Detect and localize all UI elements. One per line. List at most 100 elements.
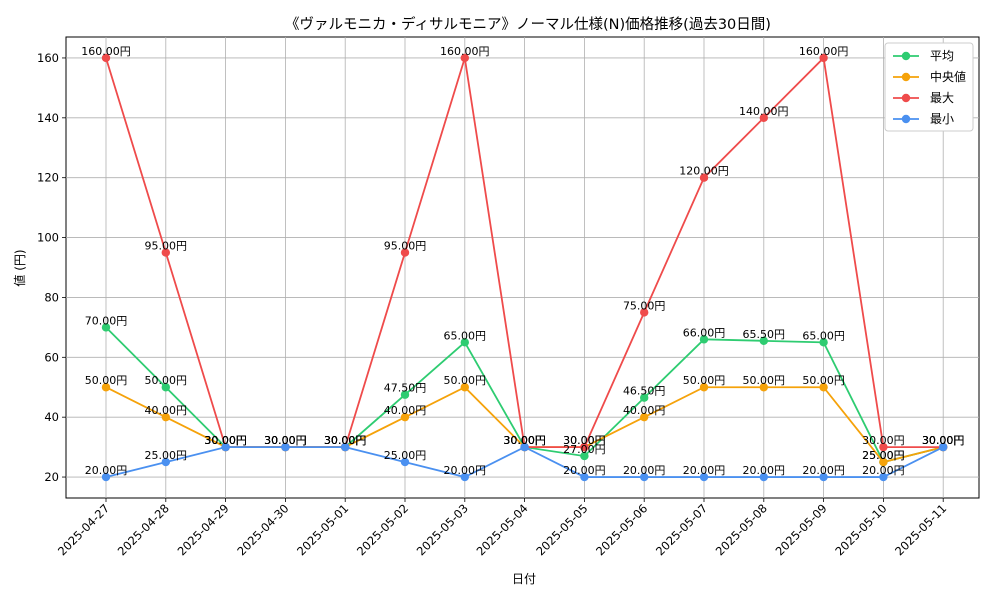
data-point: [101, 472, 111, 482]
data-point: [759, 113, 768, 123]
x-tick-label: 2025-05-08: [713, 501, 770, 558]
x-tick-label: 2025-05-09: [773, 501, 830, 558]
data-label: 30.00円: [324, 434, 367, 447]
data-label: 30.00円: [503, 434, 546, 447]
legend-label: 中央値: [930, 69, 966, 84]
y-tick-label: 80: [44, 290, 59, 304]
data-label: 25.00円: [384, 449, 427, 462]
y-tick-label: 100: [37, 231, 59, 245]
data-label: 30.00円: [563, 434, 606, 447]
data-label: 20.00円: [444, 464, 487, 477]
data-point: [460, 53, 469, 63]
x-tick-label: 2025-04-27: [55, 501, 112, 558]
data-label: 75.00円: [623, 299, 666, 312]
data-point: [400, 390, 410, 399]
data-label: 50.00円: [683, 374, 726, 387]
x-tick-label: 2025-05-02: [354, 501, 411, 558]
data-label: 70.00円: [85, 314, 128, 327]
data-point: [879, 457, 888, 467]
y-axis-label: 値 (円): [12, 249, 27, 286]
data-label: 27.00円: [563, 443, 606, 456]
data-label: 30.00円: [324, 434, 367, 447]
data-point: [819, 53, 828, 63]
data-point: [699, 472, 709, 482]
legend-marker: [901, 93, 911, 103]
x-tick-label: 2025-05-04: [474, 501, 531, 558]
y-tick-label: 160: [37, 51, 59, 65]
data-point: [699, 383, 709, 392]
data-label: 95.00円: [384, 240, 427, 253]
x-tick-label: 2025-04-29: [175, 501, 232, 558]
data-label: 30.00円: [264, 434, 307, 447]
data-point: [400, 412, 410, 422]
data-point: [341, 442, 350, 452]
data-point: [879, 442, 888, 452]
data-point: [640, 393, 649, 402]
y-tick-label: 120: [37, 171, 59, 185]
data-label: 30.00円: [922, 434, 965, 447]
data-point: [759, 472, 768, 482]
data-label: 50.00円: [85, 374, 128, 387]
data-point: [281, 442, 290, 452]
data-point: [101, 323, 111, 332]
data-label: 20.00円: [623, 464, 666, 477]
data-label: 95.00円: [145, 240, 188, 253]
data-label: 25.00円: [145, 449, 188, 462]
data-label: 40.00円: [384, 404, 427, 417]
data-point: [101, 53, 111, 63]
data-labels: 70.00円 50.00円 30.00円 30.00円 30.00円 47.50円 65.0…: [81, 45, 964, 477]
data-label: 120.00円: [679, 165, 729, 178]
data-point: [640, 472, 649, 482]
data-label: 65.00円: [802, 329, 845, 342]
data-point: [161, 457, 170, 467]
series-layer: [101, 53, 948, 482]
data-point: [580, 442, 589, 452]
y-tick-label: 140: [37, 111, 59, 125]
x-tick-label: 2025-05-01: [294, 501, 351, 558]
data-label: 30.00円: [503, 434, 546, 447]
legend-label: 最大: [930, 91, 954, 105]
legend-marker: [901, 51, 911, 61]
data-point: [580, 451, 589, 461]
data-label: 30.00円: [264, 434, 307, 447]
data-point: [879, 472, 888, 482]
data-label: 25.00円: [862, 449, 905, 462]
data-label: 65.00円: [444, 329, 487, 342]
data-label: 30.00円: [563, 434, 606, 447]
legend-marker: [901, 114, 911, 124]
legend-box: [884, 42, 974, 132]
data-point: [640, 412, 649, 422]
data-label: 160.00円: [81, 45, 131, 58]
data-point: [699, 173, 709, 182]
data-point: [400, 248, 410, 257]
data-label: 30.00円: [264, 434, 307, 447]
data-point: [759, 336, 768, 346]
data-point: [460, 338, 469, 347]
data-label: 30.00円: [204, 434, 247, 447]
data-label: 30.00円: [264, 434, 307, 447]
data-label: 40.00円: [623, 404, 666, 417]
data-point: [819, 383, 828, 392]
data-point: [460, 472, 469, 482]
data-point: [400, 457, 410, 467]
data-label: 30.00円: [922, 434, 965, 447]
legend-label: 平均: [930, 49, 954, 63]
data-label: 66.00円: [683, 326, 726, 339]
x-tick-label: 2025-04-30: [234, 501, 291, 558]
data-point: [759, 383, 768, 392]
x-tick-label: 2025-05-06: [593, 501, 650, 558]
data-point: [819, 338, 828, 347]
chart-title: 《ヴァルモニカ・ディサルモニア》ノーマル仕様(N)価格推移(過去30日間): [285, 15, 771, 33]
data-label: 30.00円: [922, 434, 965, 447]
data-label: 65.50円: [743, 328, 786, 341]
data-label: 20.00円: [743, 464, 786, 477]
data-label: 25.00円: [862, 449, 905, 462]
data-label: 30.00円: [204, 434, 247, 447]
data-label: 140.00円: [739, 105, 789, 118]
data-point: [580, 472, 589, 482]
data-label: 50.00円: [802, 374, 845, 387]
data-point: [161, 248, 170, 257]
data-label: 160.00円: [799, 45, 849, 58]
x-tick-label: 2025-05-05: [533, 501, 590, 558]
